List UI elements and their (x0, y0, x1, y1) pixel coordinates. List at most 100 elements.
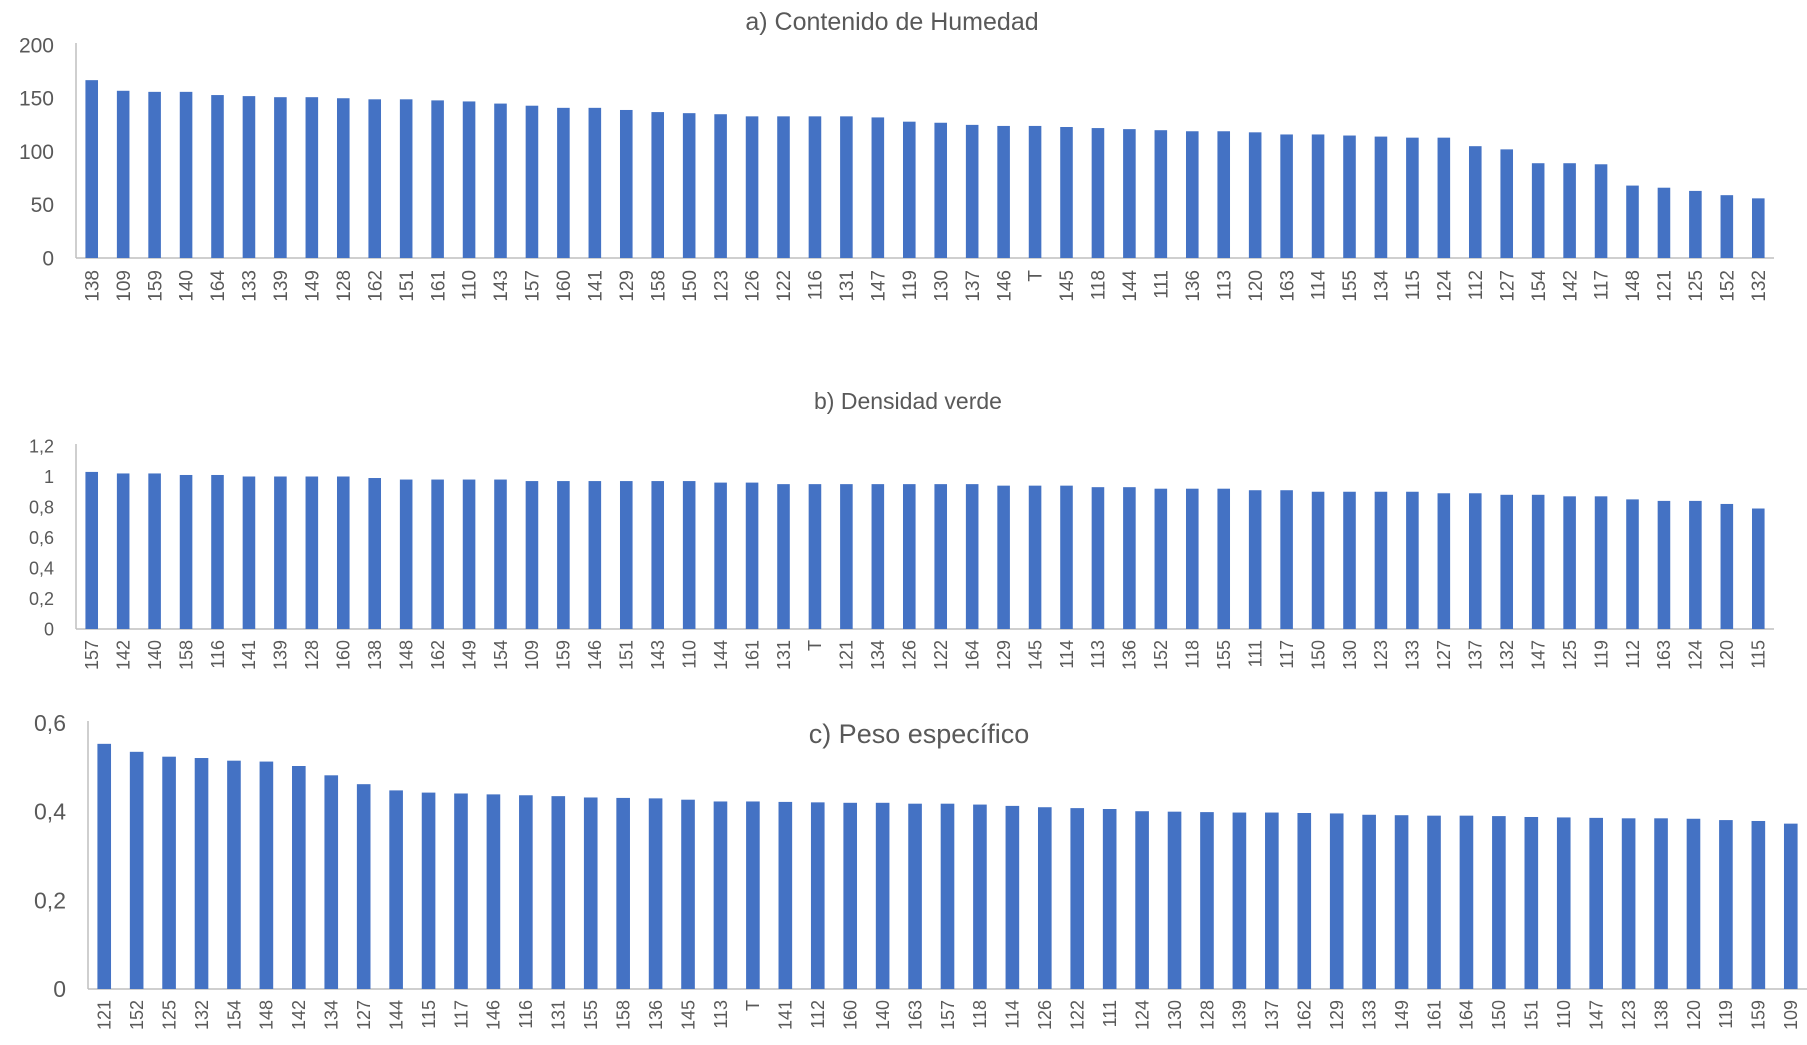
chart-c-title: c) Peso específico (809, 719, 1030, 749)
x-tick-label: 137 (1262, 1000, 1282, 1030)
x-tick-label: 161 (742, 640, 762, 670)
bar (746, 801, 760, 989)
x-tick-label: 143 (491, 270, 512, 302)
x-tick-label: 129 (617, 270, 638, 302)
bar (973, 804, 987, 989)
y-tick-label: 150 (19, 88, 54, 111)
bar (714, 114, 727, 258)
bar (494, 479, 507, 629)
bar (399, 479, 413, 629)
bar (777, 484, 790, 630)
bar (588, 481, 602, 629)
bar (1751, 820, 1766, 989)
bar (714, 482, 727, 629)
bar (551, 796, 566, 989)
bar (211, 95, 224, 258)
x-tick-label: 111 (1100, 1000, 1120, 1027)
bar (1394, 815, 1409, 989)
bar (85, 471, 99, 629)
x-tick-label: 119 (1591, 640, 1611, 669)
y-tick-label: 0 (44, 619, 54, 639)
x-tick-label: 128 (302, 640, 322, 670)
x-tick-label: 124 (1434, 270, 1455, 302)
bar (525, 481, 539, 629)
bar (1060, 485, 1073, 629)
x-tick-label: 161 (428, 270, 449, 302)
bar (1311, 134, 1325, 258)
x-tick-label: 154 (491, 640, 511, 670)
bar (583, 797, 598, 989)
x-tick-label: 163 (1277, 270, 1298, 302)
x-tick-label: 126 (743, 270, 764, 302)
bar (1720, 503, 1734, 629)
bar (1654, 818, 1668, 989)
x-tick-label: 132 (192, 1000, 212, 1030)
x-tick-label: 115 (419, 1000, 439, 1029)
bar (1621, 818, 1636, 989)
x-tick-label: 110 (1554, 1000, 1574, 1029)
bar (274, 476, 287, 629)
x-tick-label: 141 (239, 640, 259, 670)
bar (840, 116, 853, 258)
x-tick-label: 152 (1717, 270, 1738, 302)
bar (810, 802, 825, 989)
x-tick-label: 126 (1035, 1000, 1055, 1030)
bar (431, 100, 444, 258)
bar (462, 479, 476, 629)
bar (336, 476, 350, 629)
bar (356, 784, 371, 989)
bar (1297, 813, 1312, 989)
bar (557, 481, 570, 629)
bar (1689, 500, 1702, 629)
y-tick-label: 1,2 (29, 436, 54, 456)
bar (1657, 187, 1671, 258)
x-tick-label: 154 (224, 1000, 244, 1030)
bar (840, 484, 853, 630)
x-tick-label: 111 (1151, 270, 1172, 299)
x-tick-label: 142 (289, 1000, 309, 1030)
x-tick-label: 133 (240, 270, 261, 302)
bar (179, 474, 193, 629)
x-tick-label: 136 (646, 1000, 666, 1030)
bar (1217, 488, 1231, 629)
x-tick-label: 163 (905, 1000, 925, 1030)
bar (934, 122, 948, 258)
bar (557, 107, 570, 258)
x-tick-label: 123 (1619, 1000, 1639, 1030)
x-tick-label: 139 (271, 640, 291, 670)
x-tick-label: 122 (931, 640, 951, 670)
bar (305, 97, 319, 258)
bar (1556, 817, 1571, 989)
x-tick-label: 160 (334, 640, 354, 670)
x-tick-label: 145 (1025, 640, 1045, 670)
bar (902, 484, 916, 630)
chart-b-title: b) Densidad verde (814, 388, 1002, 414)
x-tick-label: 123 (711, 270, 732, 302)
bar (1343, 491, 1356, 629)
bar (274, 97, 287, 258)
x-tick-label: 111 (1245, 640, 1265, 667)
x-tick-label: 130 (1165, 1000, 1185, 1030)
x-tick-label: 127 (1497, 270, 1518, 302)
bar (1459, 815, 1474, 989)
y-tick-label: 200 (19, 34, 54, 57)
bar (1185, 131, 1199, 258)
bar (1374, 491, 1388, 629)
bar (1091, 487, 1105, 629)
bar (1468, 146, 1482, 258)
bar (1589, 817, 1603, 989)
bar (1374, 136, 1388, 258)
bar (399, 99, 413, 258)
bar (486, 794, 501, 989)
bar (1531, 494, 1545, 629)
x-tick-label: 151 (1522, 1000, 1542, 1030)
x-tick-label: 128 (1197, 1000, 1217, 1030)
x-tick-label: 141 (776, 1000, 796, 1030)
x-tick-label: 158 (648, 270, 669, 302)
x-tick-label: 138 (82, 270, 103, 302)
x-tick-label: 152 (127, 1000, 147, 1030)
x-tick-label: 139 (1230, 1000, 1250, 1030)
bar (965, 124, 979, 259)
x-tick-label: 131 (549, 1000, 569, 1030)
y-tick-label: 0 (42, 247, 54, 270)
